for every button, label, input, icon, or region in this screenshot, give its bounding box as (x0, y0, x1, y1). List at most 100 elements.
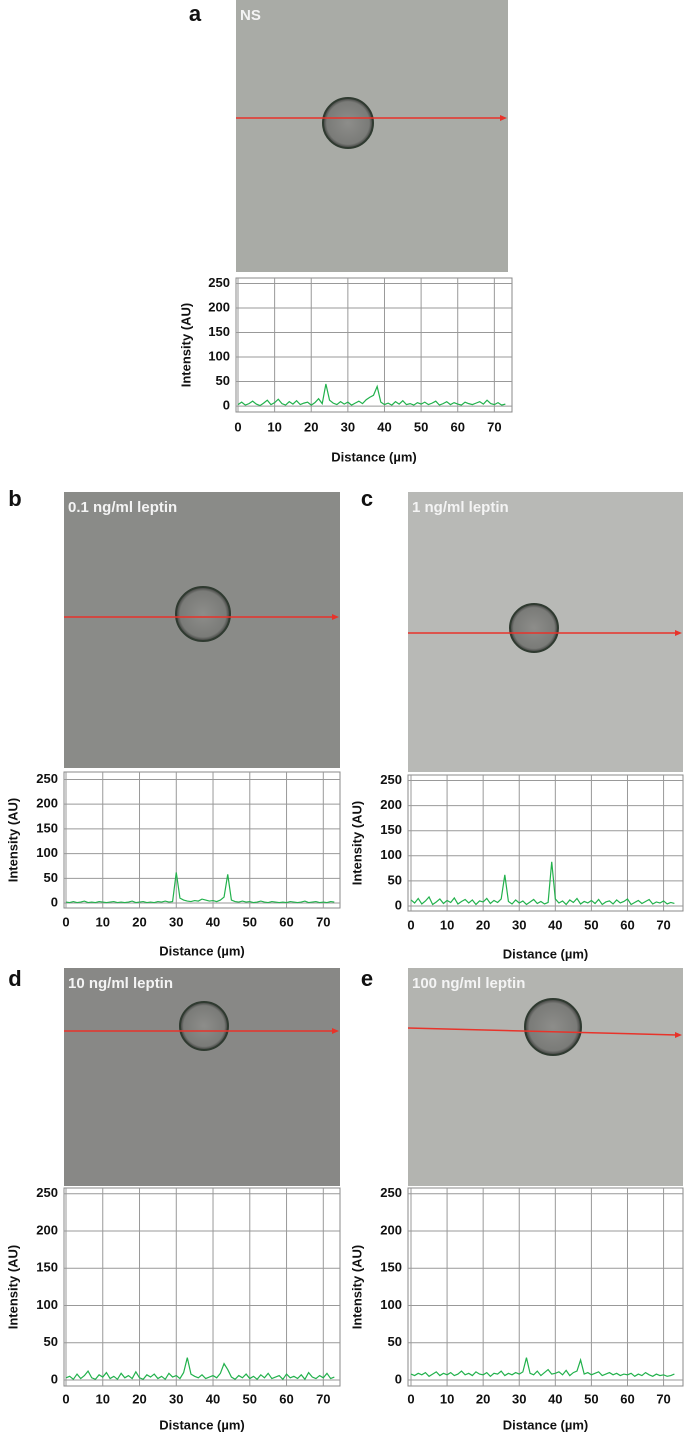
plot-frame (407, 1187, 684, 1387)
y-tick-label: 200 (208, 299, 230, 314)
x-tick-label: 60 (279, 914, 293, 929)
image-label: 0.1 ng/ml leptin (68, 499, 177, 516)
x-tick-label: 10 (96, 1391, 110, 1406)
intensity-line (410, 861, 675, 906)
x-tick-label: 30 (512, 1391, 526, 1406)
x-tick-label: 40 (548, 917, 562, 932)
x-tick-label: 50 (414, 419, 428, 434)
intensity-line (65, 1357, 335, 1381)
y-tick-label: 100 (36, 845, 58, 860)
y-tick-label: 50 (388, 872, 402, 887)
y-tick-label: 200 (380, 1222, 402, 1237)
x-tick-label: 0 (62, 1391, 69, 1406)
y-tick-label: 50 (216, 373, 230, 388)
y-axis-label: Intensity (AU) (349, 1245, 364, 1330)
y-tick-label: 150 (208, 324, 230, 339)
y-tick-label: 250 (36, 1185, 58, 1200)
x-tick-label: 40 (206, 1391, 220, 1406)
y-tick-label: 150 (36, 820, 58, 835)
scan-arrow (332, 614, 339, 620)
y-axis-label: Intensity (AU) (349, 801, 364, 886)
scan-arrow (675, 630, 682, 636)
x-axis-label: Distance (µm) (503, 1417, 589, 1432)
scan-line (407, 1027, 678, 1036)
cell (175, 586, 231, 642)
x-tick-label: 30 (169, 1391, 183, 1406)
y-axis-label: Intensity (AU) (5, 798, 20, 883)
y-tick-label: 250 (208, 275, 230, 290)
micrograph (236, 0, 508, 272)
y-tick-label: 150 (380, 822, 402, 837)
y-tick-label: 250 (380, 1185, 402, 1200)
y-tick-label: 0 (395, 1371, 402, 1386)
x-tick-label: 70 (316, 914, 330, 929)
y-tick-label: 0 (395, 897, 402, 912)
plot-frame (63, 1187, 341, 1387)
x-tick-label: 10 (440, 917, 454, 932)
y-tick-label: 250 (36, 771, 58, 786)
x-axis-label: Distance (µm) (159, 943, 245, 958)
image-label: 1 ng/ml leptin (412, 499, 509, 516)
intensity-line (410, 1357, 675, 1378)
plot-frame (63, 771, 341, 909)
y-tick-label: 200 (380, 797, 402, 812)
y-tick-label: 0 (51, 1371, 58, 1386)
x-axis-label: Distance (µm) (159, 1417, 245, 1432)
y-tick-label: 250 (380, 772, 402, 787)
x-tick-label: 70 (487, 419, 501, 434)
x-tick-label: 40 (548, 1391, 562, 1406)
x-tick-label: 70 (656, 917, 670, 932)
panel-letter: c (361, 486, 373, 511)
x-axis-label: Distance (µm) (503, 946, 589, 961)
intensity-line (237, 383, 506, 407)
x-tick-label: 50 (584, 917, 598, 932)
y-axis-label: Intensity (AU) (178, 303, 193, 388)
x-tick-label: 60 (620, 1391, 634, 1406)
image-label: 10 ng/ml leptin (68, 975, 173, 992)
x-tick-label: 60 (450, 419, 464, 434)
cell (524, 998, 582, 1056)
y-tick-label: 50 (388, 1334, 402, 1349)
x-tick-label: 10 (96, 914, 110, 929)
plot-frame (407, 774, 684, 912)
cell (509, 603, 559, 653)
y-tick-label: 100 (208, 348, 230, 363)
y-tick-label: 100 (380, 1297, 402, 1312)
y-tick-label: 0 (223, 398, 230, 413)
cell (322, 97, 374, 149)
x-tick-label: 30 (512, 917, 526, 932)
x-tick-label: 0 (234, 419, 241, 434)
y-tick-label: 200 (36, 796, 58, 811)
x-tick-label: 0 (407, 1391, 414, 1406)
x-tick-label: 70 (656, 1391, 670, 1406)
x-tick-label: 60 (620, 917, 634, 932)
y-tick-label: 0 (51, 894, 58, 909)
x-axis-label: Distance (µm) (331, 449, 417, 464)
x-tick-label: 20 (476, 917, 490, 932)
plot-frame (235, 277, 513, 413)
x-tick-label: 0 (62, 914, 69, 929)
x-tick-label: 40 (377, 419, 391, 434)
x-tick-label: 60 (279, 1391, 293, 1406)
y-tick-label: 100 (380, 847, 402, 862)
x-tick-label: 10 (267, 419, 281, 434)
image-label: NS (240, 7, 261, 24)
x-tick-label: 40 (206, 914, 220, 929)
y-tick-label: 200 (36, 1222, 58, 1237)
image-label: 100 ng/ml leptin (412, 975, 525, 992)
x-tick-label: 50 (243, 1391, 257, 1406)
x-tick-label: 50 (243, 914, 257, 929)
intensity-line (65, 872, 335, 904)
x-tick-label: 0 (407, 917, 414, 932)
x-tick-label: 30 (169, 914, 183, 929)
y-tick-label: 150 (380, 1260, 402, 1275)
y-tick-label: 150 (36, 1260, 58, 1275)
x-tick-label: 20 (476, 1391, 490, 1406)
y-tick-label: 50 (44, 870, 58, 885)
scan-arrow (675, 1032, 682, 1038)
x-tick-label: 50 (584, 1391, 598, 1406)
y-tick-label: 100 (36, 1297, 58, 1312)
x-tick-label: 20 (132, 914, 146, 929)
x-tick-label: 20 (132, 1391, 146, 1406)
